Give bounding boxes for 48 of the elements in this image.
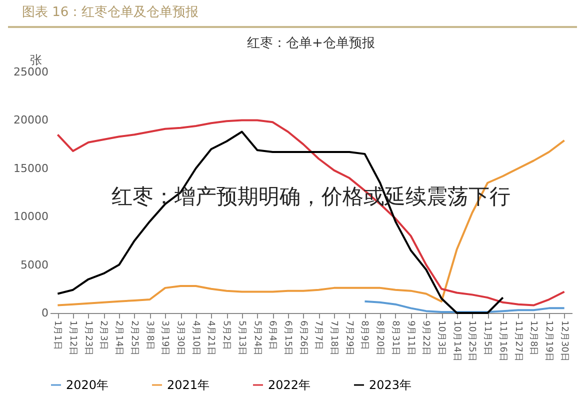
legend-label: 2023年: [369, 378, 412, 392]
x-tick-label: 11月16日: [497, 320, 508, 362]
chart-subtitle: 红枣：仓单+仓单预报: [247, 36, 375, 51]
y-tick-label: 0: [42, 306, 48, 320]
x-tick-label: 9月11日: [405, 320, 416, 356]
x-tick-label: 5月24日: [252, 320, 262, 356]
x-tick-label: 7月29日: [344, 320, 354, 356]
x-tick-label: 2月3日: [98, 320, 108, 350]
x-tick-label: 10月14日: [451, 320, 462, 362]
x-tick-label: 2月25日: [128, 320, 139, 356]
x-tick-label: 3月30日: [175, 320, 185, 356]
legend-label: 2020年: [66, 378, 109, 392]
x-tick-label: 6月15日: [282, 320, 292, 356]
x-tick-label: 4月10日: [190, 320, 200, 356]
x-tick-label: 12月19日: [543, 320, 554, 362]
x-tick-label: 7月18日: [328, 320, 339, 356]
line-series: [364, 300, 566, 314]
x-tick-label: 8月20日: [374, 320, 385, 356]
x-tick-label: 1月23日: [82, 320, 93, 356]
x-tick-label: 5月13日: [236, 320, 246, 356]
x-tick-label: 5月2日: [221, 320, 232, 350]
legend-label: 2021年: [167, 378, 210, 392]
x-tick-label: 12月8日: [528, 320, 538, 356]
y-axis-title: 张: [30, 53, 42, 67]
y-tick-label: 15000: [14, 162, 48, 175]
x-tick-label: 2月14日: [114, 320, 124, 356]
y-tick-label: 25000: [14, 66, 48, 78]
x-tick-label: 8月9日: [359, 320, 370, 350]
x-tick-label: 8月31日: [390, 320, 400, 356]
x-tick-label: 7月7日: [313, 320, 324, 350]
x-tick-label: 11月5日: [482, 320, 492, 356]
y-tick-label: 5000: [20, 258, 48, 272]
x-tick-label: 11月27日: [512, 320, 523, 362]
legend-label: 2022年: [268, 378, 311, 392]
x-tick-label: 6月26日: [298, 320, 308, 356]
y-tick-label: 10000: [14, 210, 48, 224]
y-tick-label: 20000: [14, 114, 48, 127]
x-tick-label: 9月22日: [420, 320, 431, 356]
chart-title: 图表 16：红枣仓单及仓单预报: [8, 0, 577, 28]
x-tick-label: 3月8日: [144, 320, 154, 350]
x-tick-label: 1月12日: [68, 320, 78, 356]
x-tick-label: 12月30日: [558, 320, 569, 362]
x-tick-label: 10月3日: [436, 320, 446, 356]
x-tick-label: 6月4日: [267, 320, 278, 350]
x-tick-label: 3月19日: [160, 320, 170, 356]
x-tick-label: 10月25日: [466, 320, 477, 362]
x-tick-label: 4月21日: [206, 320, 216, 356]
x-tick-label: 1月1日: [52, 320, 62, 350]
